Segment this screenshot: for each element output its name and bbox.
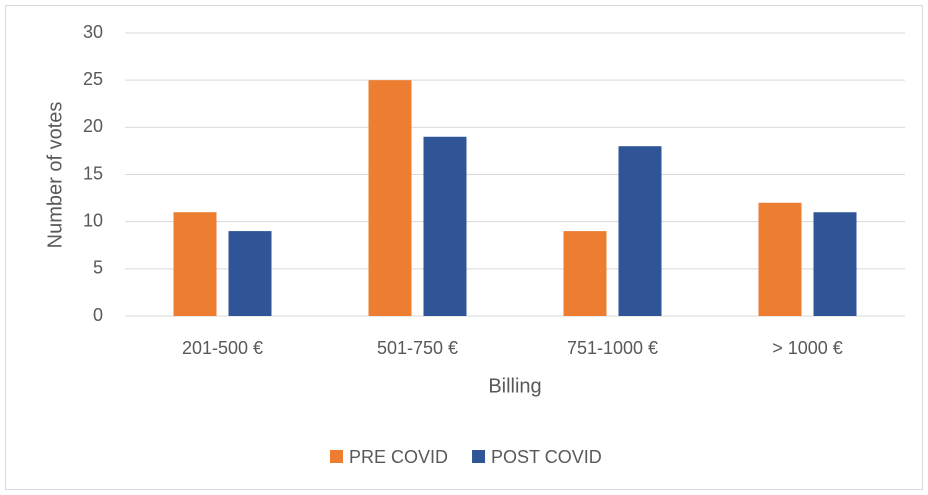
bar (563, 231, 607, 316)
bar (758, 202, 802, 316)
y-tick-label: 25 (83, 69, 103, 89)
y-tick-label: 20 (83, 116, 103, 136)
y-tick-label: 0 (93, 305, 103, 325)
y-tick-label: 10 (83, 210, 103, 230)
x-tick-label: > 1000 € (772, 338, 843, 358)
y-tick-label: 30 (83, 22, 103, 42)
bar (368, 80, 412, 317)
legend-swatch (472, 450, 486, 463)
bar (423, 136, 467, 316)
x-tick-label: 501-750 € (377, 338, 458, 358)
x-axis-label: Billing (488, 375, 541, 397)
x-tick-label: 751-1000 € (567, 338, 658, 358)
bar (228, 231, 272, 316)
x-tick-label: 201-500 € (182, 338, 263, 358)
y-axis-label: Number of votes (44, 102, 66, 249)
bar (618, 146, 662, 316)
legend-label: POST COVID (491, 447, 602, 467)
bar (813, 212, 857, 316)
legend-label: PRE COVID (349, 447, 448, 467)
y-tick-label: 5 (93, 258, 103, 278)
bar (173, 212, 217, 316)
legend-swatch (330, 450, 343, 463)
y-tick-label: 15 (83, 163, 103, 183)
